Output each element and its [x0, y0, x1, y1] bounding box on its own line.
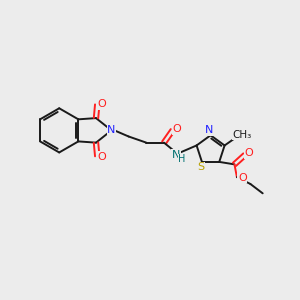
Text: O: O: [97, 152, 106, 162]
Text: O: O: [245, 148, 254, 158]
Text: N: N: [172, 150, 180, 160]
Text: CH₃: CH₃: [232, 130, 252, 140]
Text: O: O: [238, 172, 247, 183]
Text: N: N: [107, 125, 116, 135]
Text: O: O: [97, 99, 106, 109]
Text: N: N: [205, 125, 214, 135]
Text: H: H: [178, 154, 186, 164]
Text: O: O: [172, 124, 182, 134]
Text: S: S: [197, 162, 204, 172]
